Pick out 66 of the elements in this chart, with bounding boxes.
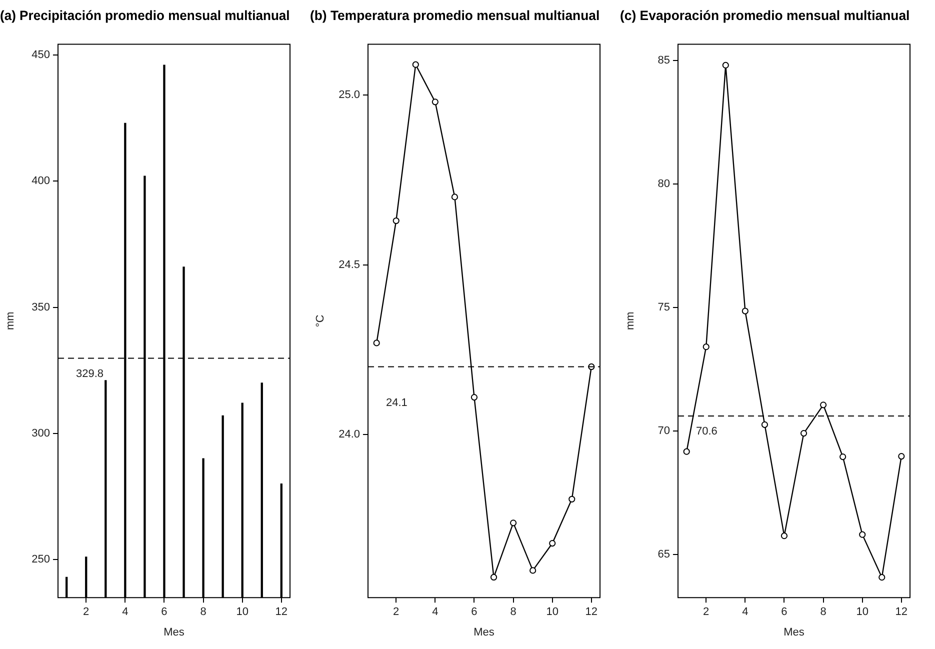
chart-title: (a) Precipitación promedio mensual multianual bbox=[0, 8, 290, 23]
x-tick-label: 2 bbox=[703, 606, 710, 618]
x-tick-label: 10 bbox=[546, 606, 558, 618]
x-tick-label: 8 bbox=[820, 606, 826, 618]
y-tick-label: 300 bbox=[32, 427, 50, 440]
point bbox=[549, 540, 556, 547]
point bbox=[840, 453, 846, 460]
point bbox=[373, 340, 380, 346]
point bbox=[800, 430, 808, 437]
point bbox=[530, 567, 536, 574]
point bbox=[702, 344, 710, 350]
annotation: 24.1 bbox=[386, 396, 408, 409]
chart-title: (c) Evaporación promedio mensual multianual bbox=[620, 8, 910, 23]
x-axis-title: Mes bbox=[164, 626, 185, 638]
y-tick-label: 350 bbox=[32, 301, 50, 314]
point bbox=[451, 194, 458, 200]
y-tick-label: 400 bbox=[32, 175, 50, 188]
x-tick-label: 6 bbox=[471, 606, 478, 618]
y-tick-label: 24.5 bbox=[338, 258, 360, 271]
y-tick-label: 65 bbox=[658, 548, 670, 560]
y-axis-title: mm bbox=[4, 312, 17, 330]
x-tick-label: 6 bbox=[161, 606, 168, 618]
point bbox=[820, 402, 827, 408]
y-tick-label: 450 bbox=[32, 49, 50, 62]
x-tick-label: 2 bbox=[83, 606, 90, 618]
x-tick-label: 12 bbox=[585, 606, 598, 618]
y-tick-label: 80 bbox=[658, 178, 670, 190]
chart-title: (b) Temperatura promedio mensual multianual bbox=[310, 8, 600, 23]
x-tick-label: 4 bbox=[742, 606, 748, 618]
y-axis-title: mm bbox=[624, 312, 637, 330]
point bbox=[412, 61, 419, 68]
point bbox=[780, 532, 788, 540]
point bbox=[568, 496, 576, 502]
ref-line-label: 329.8 bbox=[76, 368, 104, 380]
x-axis-title: Mes bbox=[474, 626, 495, 638]
point bbox=[432, 98, 438, 106]
x-tick-label: 2 bbox=[393, 606, 400, 618]
x-tick-label: 8 bbox=[200, 606, 206, 618]
x-tick-label: 10 bbox=[856, 606, 868, 618]
x-tick-label: 4 bbox=[122, 606, 128, 618]
x-tick-label: 8 bbox=[510, 606, 516, 618]
point bbox=[392, 217, 400, 224]
point bbox=[761, 421, 768, 428]
y-tick-label: 75 bbox=[658, 301, 670, 314]
point bbox=[470, 394, 478, 401]
x-tick-label: 10 bbox=[236, 606, 248, 618]
point bbox=[859, 531, 866, 538]
point bbox=[490, 574, 498, 581]
point bbox=[722, 62, 729, 68]
point bbox=[683, 448, 690, 455]
x-tick-label: 12 bbox=[895, 606, 908, 618]
x-axis-title: Mes bbox=[784, 626, 805, 638]
ref-line-label: 70.6 bbox=[696, 426, 718, 438]
y-tick-label: 85 bbox=[658, 54, 670, 66]
y-axis-title: °C bbox=[314, 314, 327, 328]
y-tick-label: 70 bbox=[658, 424, 670, 437]
point bbox=[878, 574, 886, 581]
y-tick-label: 250 bbox=[32, 554, 50, 566]
x-tick-label: 4 bbox=[432, 606, 438, 618]
point bbox=[898, 452, 905, 460]
y-tick-label: 25.0 bbox=[338, 89, 360, 102]
x-tick-label: 12 bbox=[275, 606, 288, 618]
point bbox=[742, 308, 748, 314]
point bbox=[510, 520, 517, 526]
y-tick-label: 24.0 bbox=[338, 428, 360, 441]
x-tick-label: 6 bbox=[781, 606, 788, 618]
